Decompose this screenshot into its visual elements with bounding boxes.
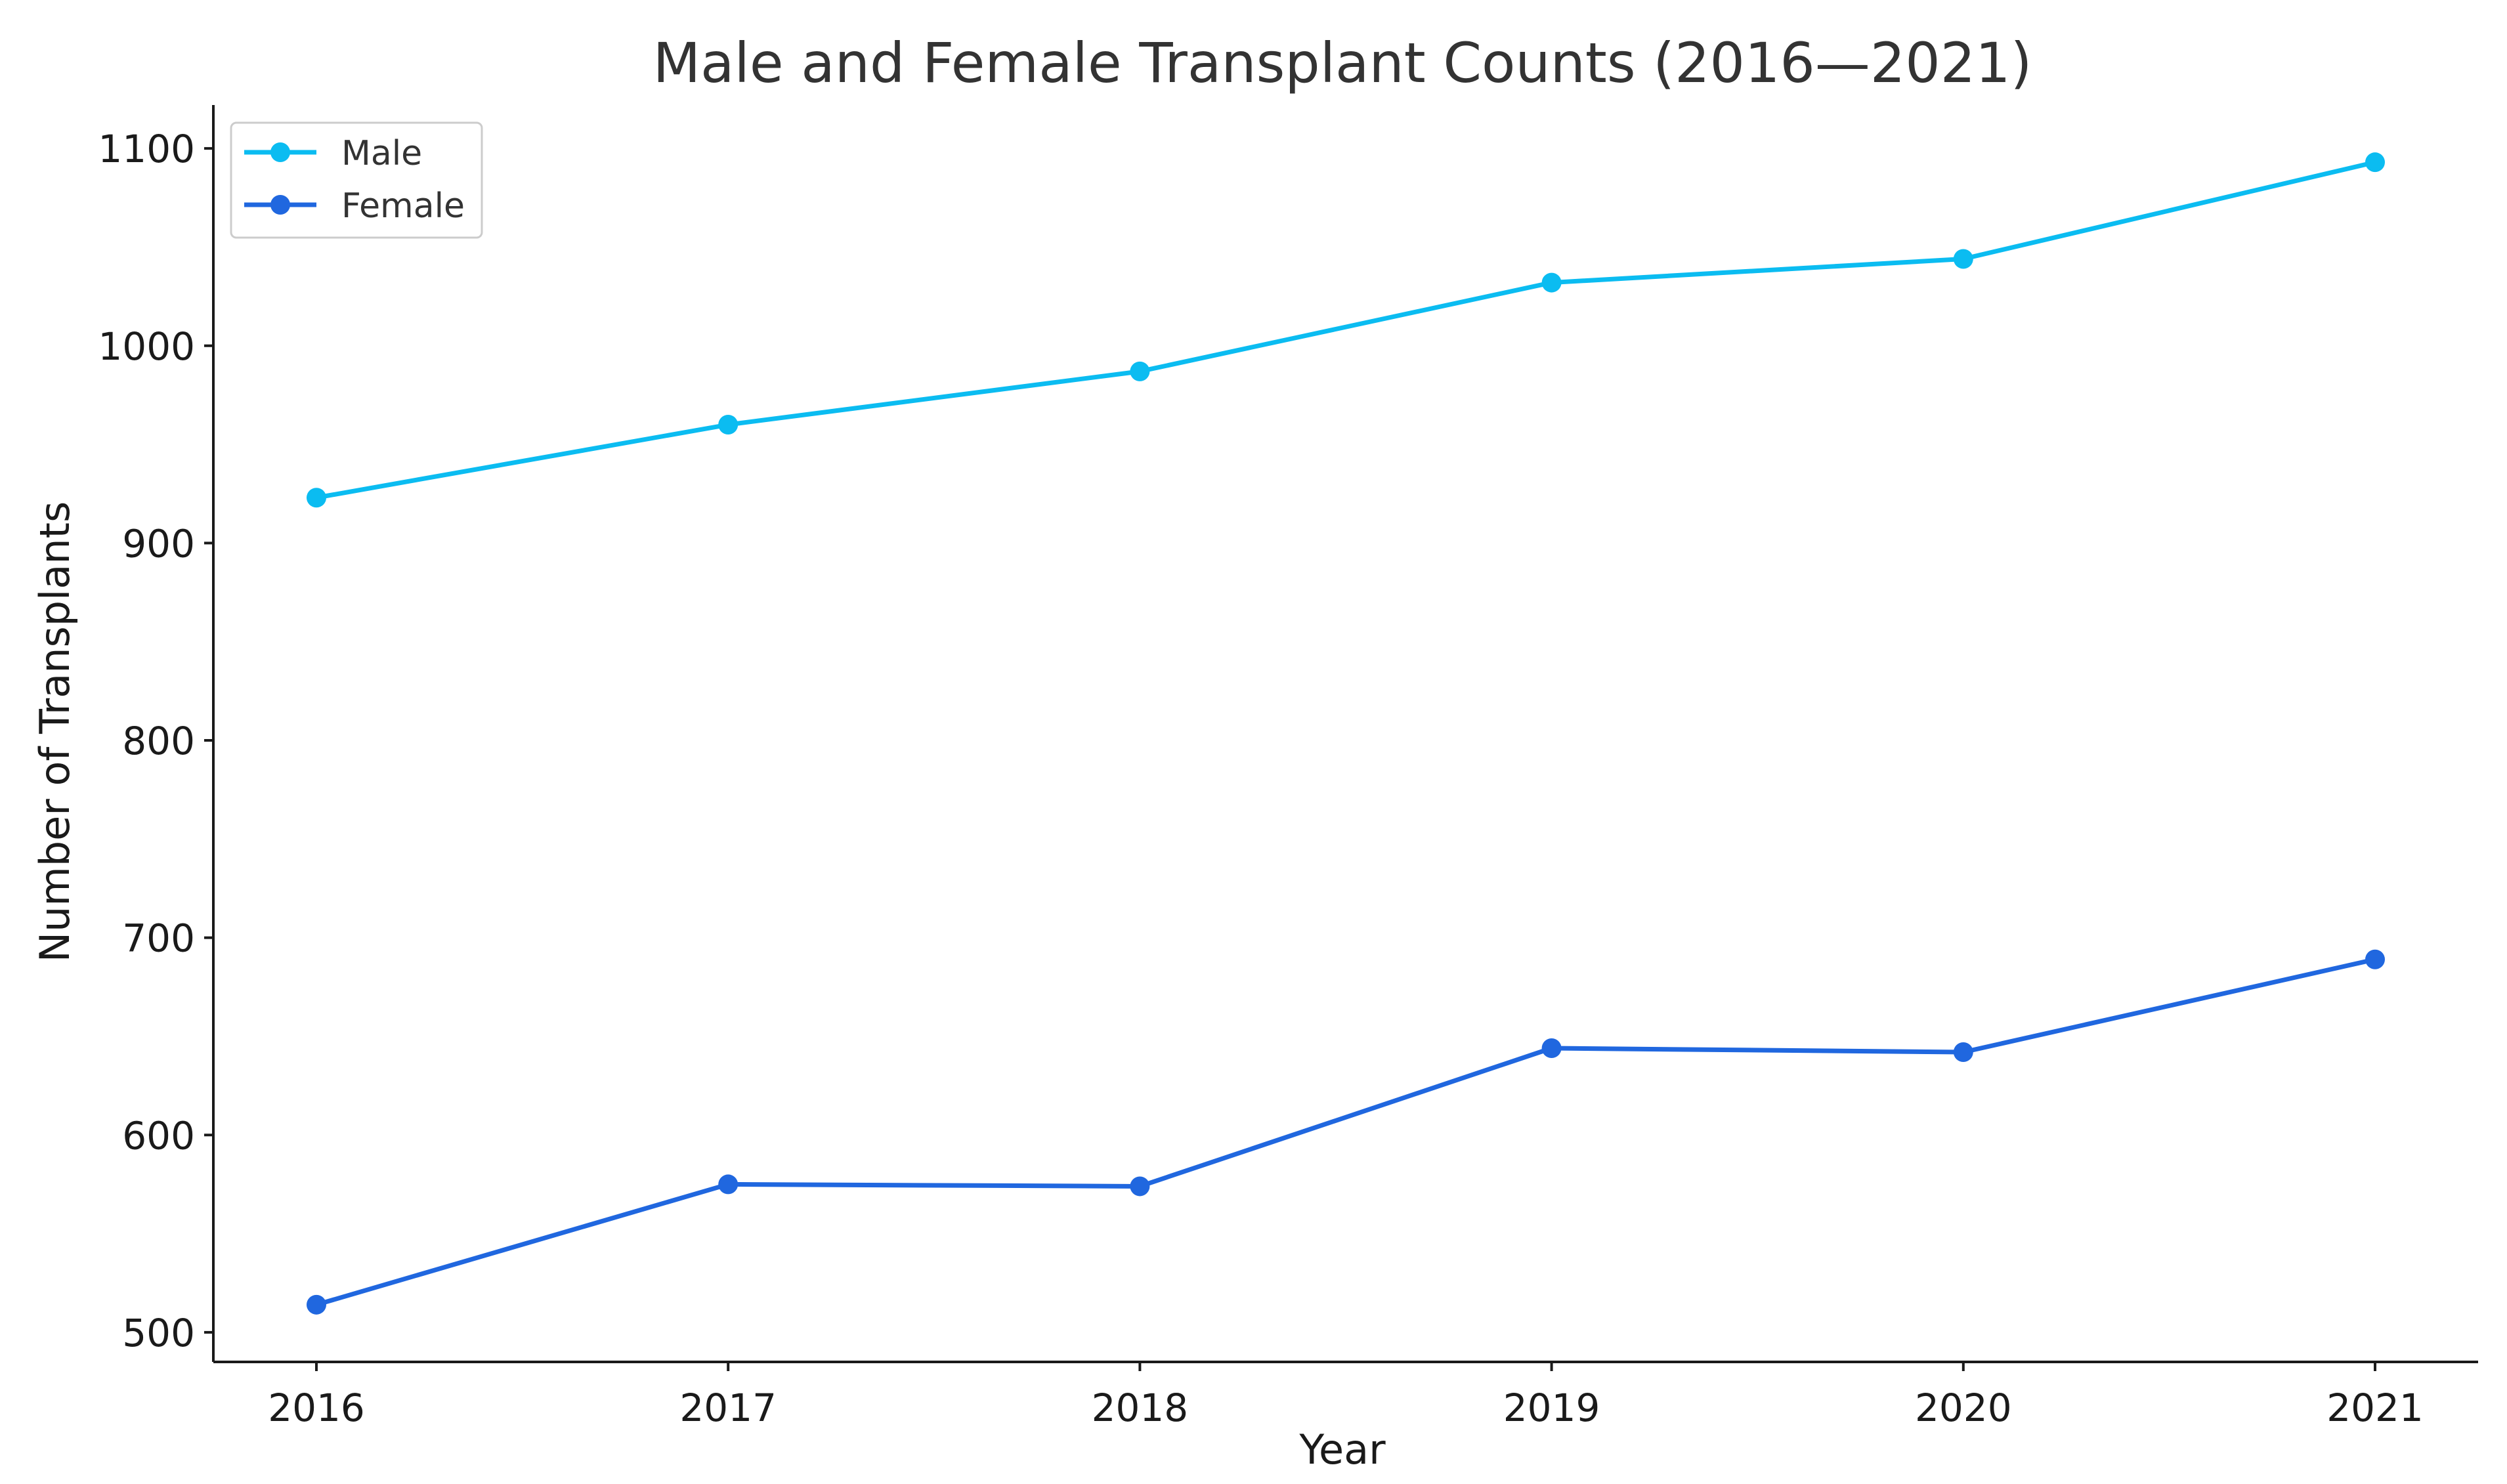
y-tick-label: 700 — [122, 916, 195, 961]
legend-label-male: Male — [341, 134, 422, 173]
series-layer — [307, 152, 2385, 1315]
male-point-2020 — [1953, 249, 1973, 269]
y-tick-label: 800 — [122, 719, 195, 763]
y-axis-ticks: 500 600 700 800 900 1000 1100 — [98, 127, 213, 1355]
male-point-2016 — [307, 488, 326, 508]
legend-label-female: Female — [341, 186, 465, 226]
y-tick-label: 500 — [122, 1311, 195, 1355]
female-point-2021 — [2365, 949, 2385, 969]
y-axis-label: Number of Transplants — [31, 501, 79, 963]
legend-swatch-marker-female — [270, 195, 290, 215]
male-point-2017 — [718, 415, 739, 435]
x-tick-label: 2019 — [1503, 1386, 1600, 1430]
x-axis-ticks: 2016 2017 2018 2019 2020 2021 — [268, 1362, 2424, 1430]
female-point-2017 — [718, 1174, 739, 1195]
x-tick-label: 2020 — [1915, 1386, 2012, 1430]
male-point-2018 — [1130, 361, 1150, 381]
x-axis-label: Year — [1298, 1426, 1386, 1473]
female-point-2018 — [1130, 1176, 1150, 1197]
x-tick-label: 2016 — [268, 1386, 365, 1430]
female-point-2019 — [1541, 1038, 1562, 1059]
y-tick-label: 1100 — [98, 127, 195, 171]
legend-swatch-marker-male — [270, 142, 290, 162]
male-series-line — [314, 159, 2378, 500]
chart-title: Male and Female Transplant Counts (2016—… — [653, 31, 2032, 95]
x-tick-label: 2021 — [2326, 1386, 2424, 1430]
female-point-2016 — [307, 1294, 326, 1315]
female-series-line — [314, 957, 2378, 1307]
male-point-2021 — [2365, 152, 2385, 173]
y-tick-label: 900 — [122, 521, 195, 566]
legend: Male Female — [230, 121, 483, 239]
female-point-2020 — [1953, 1042, 1973, 1063]
male-point-2019 — [1541, 272, 1562, 293]
x-tick-label: 2017 — [679, 1386, 777, 1430]
y-tick-label: 1000 — [98, 324, 195, 369]
y-tick-label: 600 — [122, 1113, 195, 1158]
x-tick-label: 2018 — [1092, 1386, 1189, 1430]
